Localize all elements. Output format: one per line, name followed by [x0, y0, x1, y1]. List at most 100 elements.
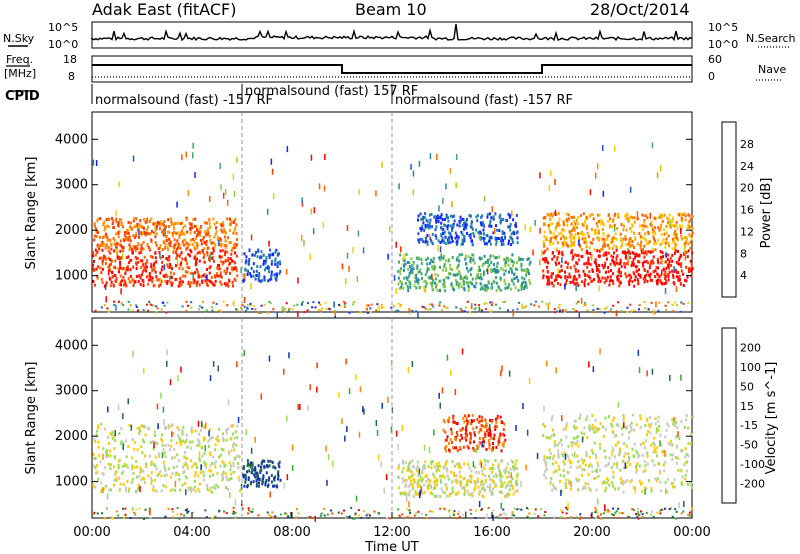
power-scatter-cell: [96, 250, 99, 254]
power-scatter-cell: [671, 223, 674, 227]
power-scatter-cell: [657, 226, 660, 230]
power-scatter-cell: [542, 251, 545, 255]
power-ground-cell: [218, 309, 221, 312]
power-scatter-cell: [108, 276, 111, 280]
velocity-scatter-cell: [594, 453, 597, 457]
power-scatter-cell: [225, 244, 228, 248]
power-ground-cell: [317, 309, 320, 311]
power-scatter-cell: [468, 234, 471, 237]
power-scatter-cell: [124, 282, 127, 286]
power-scatter-cell: [420, 262, 423, 266]
power-scatter-cell: [234, 251, 236, 255]
velocity-scatter-cell: [127, 489, 130, 493]
power-scatter-cell: [461, 223, 464, 227]
power-scatter-cell: [586, 251, 589, 255]
power-scatter-cell: [587, 235, 590, 238]
power-scatter-cell: [130, 247, 133, 251]
power-ground-cell: [181, 305, 184, 308]
velocity-scatter-cell: [423, 466, 425, 470]
velocity-scatter-cell: [585, 418, 588, 422]
velocity-scatter-cell: [401, 470, 404, 474]
velocity-ytick-label: 3000: [55, 384, 88, 399]
power-scatter-cell: [650, 260, 652, 264]
power-scatter-cell: [194, 263, 197, 267]
power-scatter-cell: [586, 227, 588, 231]
velocity-scatter-cell: [275, 484, 278, 488]
velocity-ground-cell: [518, 508, 521, 510]
power-scatter-cell: [160, 280, 163, 284]
power-scatter-cell: [499, 278, 502, 282]
power-scatter-cell: [145, 269, 147, 273]
power-scatter-cell: [257, 277, 260, 281]
power-scatter-cell: [681, 237, 684, 241]
velocity-scatter-cell: [657, 415, 660, 419]
velocity-scatter-cell: [605, 481, 608, 485]
power-scatter-cell: [144, 220, 147, 224]
power-speckle-cell: [602, 145, 604, 152]
power-scatter-cell: [502, 218, 505, 222]
velocity-scatter-cell: [499, 477, 502, 481]
velocity-speckle-cell: [385, 474, 388, 481]
velocity-scatter-cell: [444, 463, 447, 467]
power-ground-cell: [288, 307, 291, 310]
velocity-scatter-cell: [122, 483, 125, 487]
power-scatter-cell: [667, 278, 670, 282]
velocity-ground-cell: [431, 510, 434, 513]
power-scatter-cell: [500, 266, 503, 270]
power-scatter-cell: [619, 262, 621, 265]
power-scatter-cell: [236, 274, 239, 278]
velocity-speckle-cell: [254, 436, 256, 443]
velocity-scatter-cell: [244, 477, 247, 481]
velocity-speckle-cell: [325, 445, 327, 452]
velocity-scatter-cell: [209, 464, 212, 468]
velocity-scatter-cell: [267, 483, 270, 487]
velocity-speckle-cell: [673, 416, 675, 423]
velocity-scatter-cell: [421, 477, 424, 481]
velocity-scatter-cell: [595, 488, 598, 492]
power-scatter-cell: [102, 256, 105, 260]
velocity-scatter-cell: [552, 454, 555, 458]
velocity-scatter-cell: [469, 432, 472, 436]
power-ground-cell: [553, 308, 556, 311]
power-scatter-cell: [577, 216, 580, 219]
velocity-scatter-cell: [641, 490, 644, 494]
power-scatter-cell: [603, 253, 606, 257]
power-scatter-cell: [576, 282, 579, 285]
velocity-scatter-cell: [680, 419, 683, 423]
velocity-scatter-cell: [113, 455, 116, 459]
velocity-scatter-cell: [272, 465, 275, 469]
power-scatter-cell: [255, 269, 258, 273]
power-scatter-cell: [108, 217, 111, 221]
velocity-scatter-cell: [183, 470, 186, 474]
power-scatter-cell: [207, 246, 210, 250]
power-scatter-cell: [255, 273, 258, 277]
velocity-ground-cell: [453, 513, 456, 516]
velocity-scatter-cell: [578, 465, 581, 469]
velocity-colorbar-tick: 100: [740, 361, 761, 374]
power-scatter-cell: [446, 225, 449, 228]
power-scatter-cell: [567, 213, 570, 217]
power-scatter-cell: [500, 243, 503, 246]
velocity-scatter-cell: [164, 485, 167, 489]
velocity-ground-cell: [631, 508, 634, 511]
power-scatter-cell: [179, 222, 182, 226]
power-scatter-cell: [186, 246, 189, 250]
velocity-scatter-cell: [432, 487, 435, 490]
velocity-scatter-cell: [251, 468, 254, 472]
velocity-speckle-cell: [297, 403, 299, 410]
velocity-scatter-cell: [647, 429, 649, 433]
power-ground-cell: [397, 302, 400, 305]
velocity-ground-cell: [674, 508, 677, 511]
power-scatter-cell: [587, 282, 590, 286]
power-scatter-cell: [141, 278, 144, 282]
power-scatter-cell: [469, 236, 472, 240]
power-scatter-cell: [497, 269, 500, 273]
velocity-scatter-cell: [501, 491, 503, 494]
power-scatter-cell: [129, 274, 132, 278]
power-scatter-cell: [220, 238, 223, 242]
velocity-scatter-cell: [601, 481, 604, 485]
power-scatter-cell: [665, 281, 668, 285]
power-scatter-cell: [461, 240, 464, 244]
velocity-scatter-cell: [163, 464, 166, 468]
power-scatter-cell: [688, 268, 691, 272]
